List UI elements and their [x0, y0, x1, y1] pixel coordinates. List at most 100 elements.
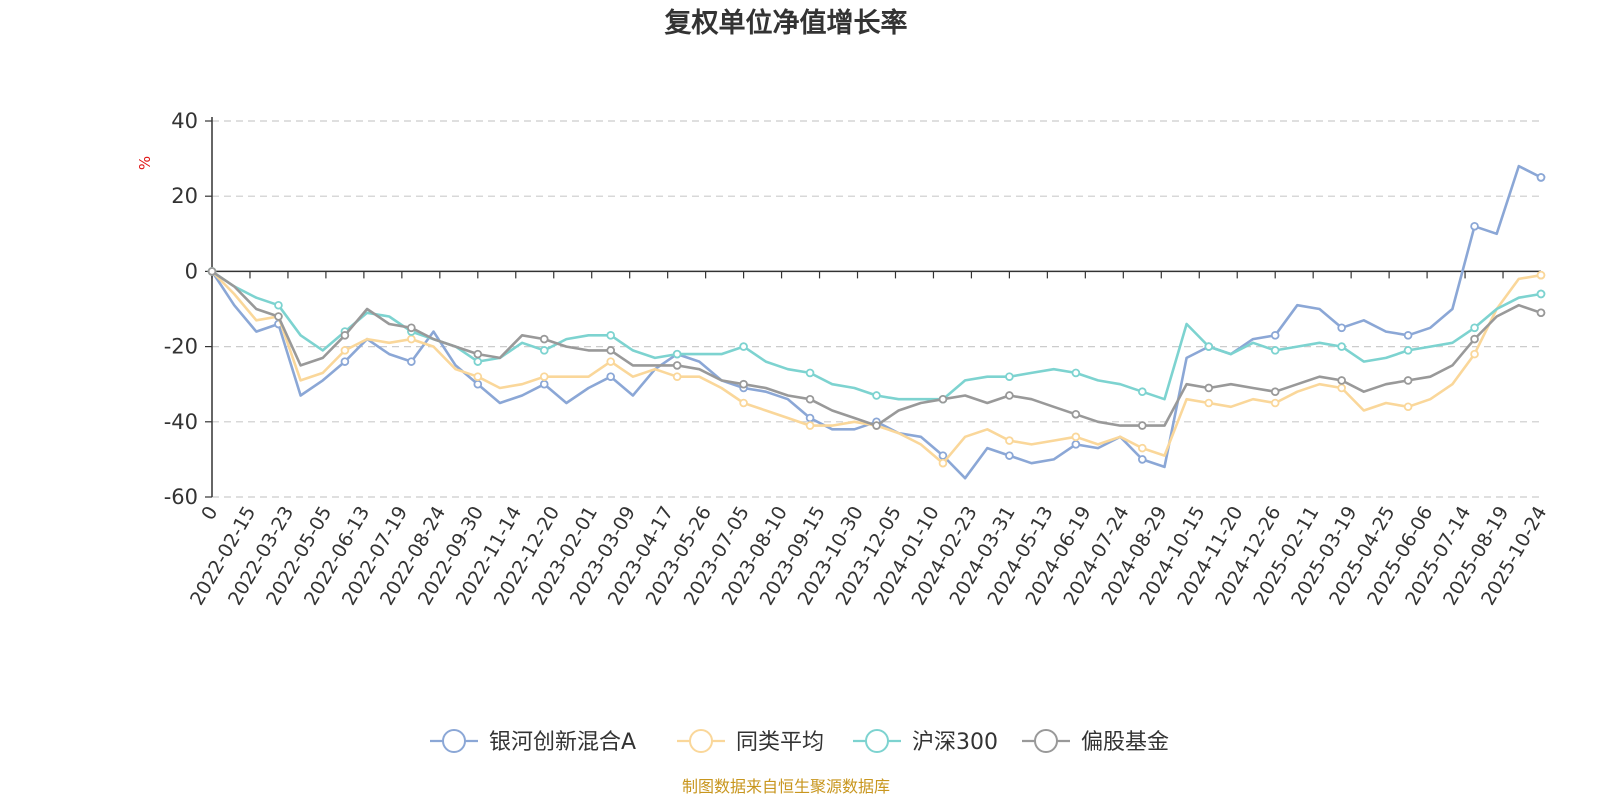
data-point	[1071, 368, 1081, 378]
data-point	[340, 346, 350, 355]
data-point	[872, 421, 881, 430]
legend-label: 银河创新混合A	[489, 730, 636, 755]
data-point	[1470, 221, 1479, 231]
data-point	[1138, 455, 1147, 464]
x-tick-label: 0	[197, 503, 222, 524]
legend-item-3[interactable]: 偏股基金	[1022, 729, 1169, 755]
data-point	[1337, 342, 1346, 351]
legend[interactable]: 银河创新混合A 同类平均 沪深300 偏股基金	[430, 729, 1169, 755]
data-point	[1536, 289, 1546, 299]
data-point	[340, 357, 350, 366]
data-point	[1270, 398, 1280, 408]
data-point	[1470, 323, 1479, 333]
data-point	[1337, 383, 1346, 393]
data-point	[606, 372, 615, 381]
data-point	[473, 349, 483, 359]
data-point	[473, 372, 483, 381]
data-point	[606, 331, 615, 340]
legend-label: 同类平均	[736, 730, 824, 755]
data-point	[1403, 331, 1413, 340]
series-1	[207, 267, 1546, 468]
y-tick-label: 20	[171, 184, 198, 208]
data-point	[1403, 376, 1413, 385]
data-point	[1337, 323, 1346, 333]
data-point	[207, 267, 217, 276]
data-point	[1204, 398, 1214, 408]
data-point	[274, 312, 283, 321]
legend-label: 沪深300	[912, 730, 998, 755]
legend-item-2[interactable]: 沪深300	[853, 729, 998, 755]
data-point	[1337, 376, 1346, 385]
series-line	[211, 270, 1542, 465]
data-point	[473, 379, 483, 389]
data-point	[1403, 346, 1413, 355]
legend-circle-icon	[689, 729, 713, 753]
data-point	[1005, 391, 1014, 400]
data-point	[539, 379, 549, 389]
series-3	[207, 267, 1546, 430]
data-point	[1204, 383, 1214, 393]
data-point	[1138, 421, 1147, 430]
data-point	[473, 357, 483, 366]
data-point	[672, 372, 682, 381]
data-point	[1005, 451, 1014, 460]
data-point	[1470, 334, 1479, 344]
data-point	[1270, 387, 1280, 397]
legend-label: 偏股基金	[1081, 730, 1169, 755]
y-axis-unit: %	[136, 156, 154, 170]
data-point	[739, 379, 748, 389]
y-tick-label: 40	[171, 109, 198, 133]
legend-circle-icon	[1034, 729, 1058, 753]
data-point	[1071, 432, 1081, 442]
data-point	[1270, 331, 1280, 340]
data-point	[407, 323, 416, 333]
data-point	[1536, 173, 1546, 182]
data-point	[1138, 387, 1147, 397]
data-point	[407, 357, 416, 366]
y-tick-label: -40	[164, 410, 198, 434]
y-tick-label: -20	[164, 335, 198, 359]
data-point	[539, 346, 549, 355]
y-tick-label: -60	[164, 485, 198, 509]
legend-item-1[interactable]: 同类平均	[677, 729, 824, 755]
data-point	[805, 368, 815, 378]
data-point	[672, 349, 682, 359]
legend-circle-icon	[442, 729, 466, 753]
data-point	[938, 451, 948, 460]
data-point	[805, 413, 815, 423]
chart-title: 复权单位净值增长率	[665, 7, 908, 39]
data-point	[1005, 436, 1014, 445]
data-point	[938, 394, 948, 404]
y-tick-label: 0	[185, 259, 198, 283]
data-point	[1005, 372, 1014, 381]
data-point	[1270, 346, 1280, 355]
series-lines	[207, 164, 1546, 480]
data-point	[1071, 409, 1081, 419]
data-point	[340, 331, 350, 340]
data-point	[805, 394, 815, 404]
data-point	[407, 334, 416, 344]
data-point	[672, 361, 682, 370]
data-point	[274, 300, 283, 310]
series-0	[207, 164, 1546, 480]
data-point	[739, 342, 748, 351]
data-point	[539, 334, 549, 344]
grid-lines	[212, 120, 1541, 498]
data-point	[1204, 342, 1214, 351]
legend-item-0[interactable]: 银河创新混合A	[430, 729, 636, 755]
data-point	[1536, 270, 1546, 280]
data-point	[1536, 308, 1546, 318]
data-point	[805, 421, 815, 430]
axes: 40200-20-40-6002022-02-152022-03-232022-…	[164, 109, 1552, 609]
legend-circle-icon	[865, 729, 889, 753]
data-point	[606, 357, 615, 366]
data-point	[938, 458, 948, 468]
data-point	[1470, 349, 1479, 359]
data-point	[872, 391, 881, 400]
series-line	[210, 164, 1542, 480]
data-point	[606, 346, 615, 355]
data-point	[1138, 443, 1147, 453]
data-point	[1403, 402, 1413, 412]
source-note: 制图数据来自恒生聚源数据库	[682, 777, 890, 796]
